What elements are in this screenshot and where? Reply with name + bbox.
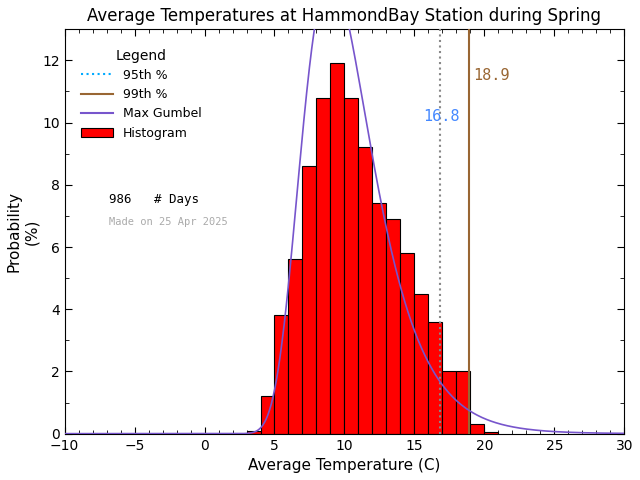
- Bar: [484, 432, 499, 433]
- Bar: [401, 253, 415, 433]
- Bar: [372, 204, 387, 433]
- Bar: [316, 98, 330, 433]
- Bar: [387, 219, 401, 433]
- Bar: [344, 98, 358, 433]
- Bar: [415, 294, 428, 433]
- Bar: [246, 431, 260, 433]
- Bar: [470, 424, 484, 433]
- Bar: [260, 396, 275, 433]
- Bar: [456, 372, 470, 433]
- Bar: [330, 63, 344, 433]
- Bar: [275, 315, 289, 433]
- Bar: [428, 322, 442, 433]
- X-axis label: Average Temperature (C): Average Temperature (C): [248, 458, 441, 473]
- Legend: 95th %, 99th %, Max Gumbel, Histogram: 95th %, 99th %, Max Gumbel, Histogram: [76, 44, 207, 144]
- Text: 18.9: 18.9: [473, 69, 509, 84]
- Text: 986   # Days: 986 # Days: [109, 193, 200, 206]
- Text: Made on 25 Apr 2025: Made on 25 Apr 2025: [109, 217, 228, 228]
- Bar: [289, 260, 303, 433]
- Bar: [442, 372, 456, 433]
- Bar: [358, 147, 372, 433]
- Title: Average Temperatures at HammondBay Station during Spring: Average Temperatures at HammondBay Stati…: [88, 7, 602, 25]
- Text: 16.8: 16.8: [423, 109, 460, 124]
- Bar: [303, 166, 316, 433]
- Y-axis label: Probability
(%): Probability (%): [7, 191, 39, 272]
